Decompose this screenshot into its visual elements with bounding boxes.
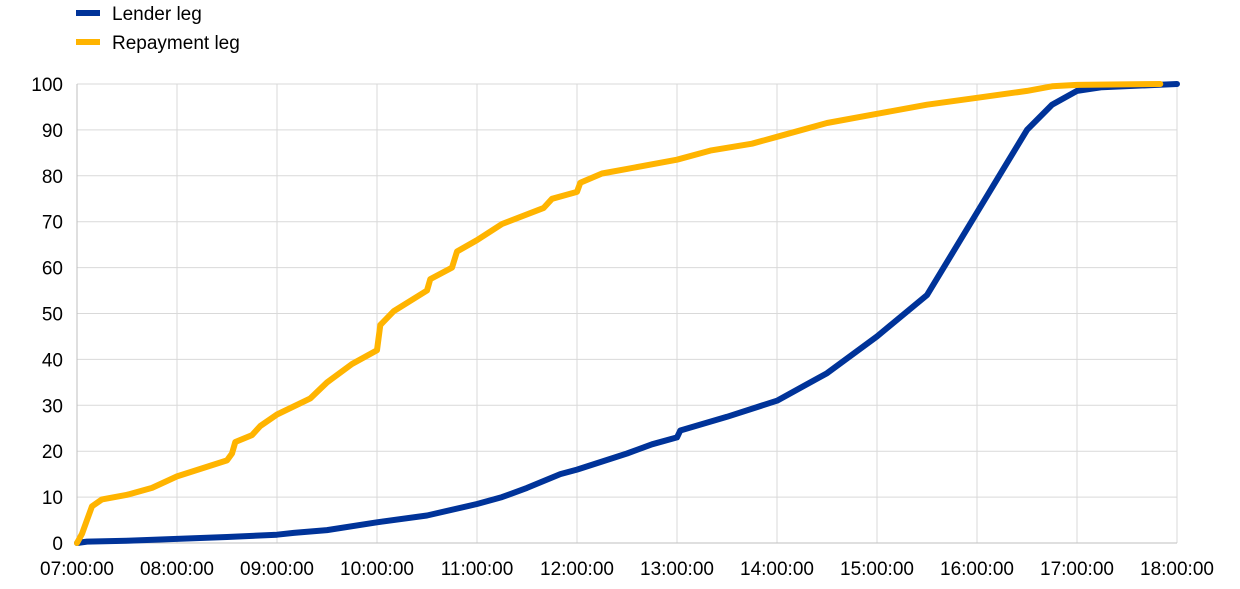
x-tick-label: 16:00:00 <box>940 559 1014 580</box>
x-tick-label: 18:00:00 <box>1140 559 1214 580</box>
y-tick-label: 70 <box>42 213 63 234</box>
series-line-repayment-leg <box>74 81 1164 546</box>
x-tick-label: 13:00:00 <box>640 559 714 580</box>
y-tick-label: 30 <box>42 396 63 417</box>
x-axis: 07:00:00 08:00:00 09:00:00 10:00:00 11:00:00… <box>40 542 1214 580</box>
legend: Lender leg Repayment leg <box>76 4 240 54</box>
legend-label: Repayment leg <box>112 33 240 54</box>
x-tick-label: 17:00:00 <box>1040 559 1114 580</box>
x-tick-label: 10:00:00 <box>340 559 414 580</box>
y-tick-label: 50 <box>42 305 63 326</box>
x-tick-label: 14:00:00 <box>740 559 814 580</box>
series-lines <box>74 81 1180 546</box>
x-tick-label: 09:00:00 <box>240 559 314 580</box>
y-tick-label: 80 <box>42 167 63 188</box>
x-tick-label: 07:00:00 <box>40 559 114 580</box>
x-tick-label: 15:00:00 <box>840 559 914 580</box>
series-line-lender-leg <box>74 81 1180 546</box>
y-tick-label: 60 <box>42 259 63 280</box>
gridlines <box>77 83 1178 543</box>
y-tick-label: 0 <box>52 534 63 555</box>
y-tick-label: 20 <box>42 442 63 463</box>
y-tick-label: 90 <box>42 121 63 142</box>
y-tick-label: 100 <box>31 75 63 96</box>
x-tick-label: 11:00:00 <box>441 559 514 580</box>
y-tick-label: 40 <box>42 350 63 371</box>
y-tick-label: 10 <box>42 488 63 509</box>
x-tick-label: 12:00:00 <box>540 559 614 580</box>
y-axis: 0 10 20 30 40 50 60 70 80 90 100 <box>31 75 78 555</box>
legend-label: Lender leg <box>112 4 202 25</box>
x-tick-label: 08:00:00 <box>140 559 214 580</box>
